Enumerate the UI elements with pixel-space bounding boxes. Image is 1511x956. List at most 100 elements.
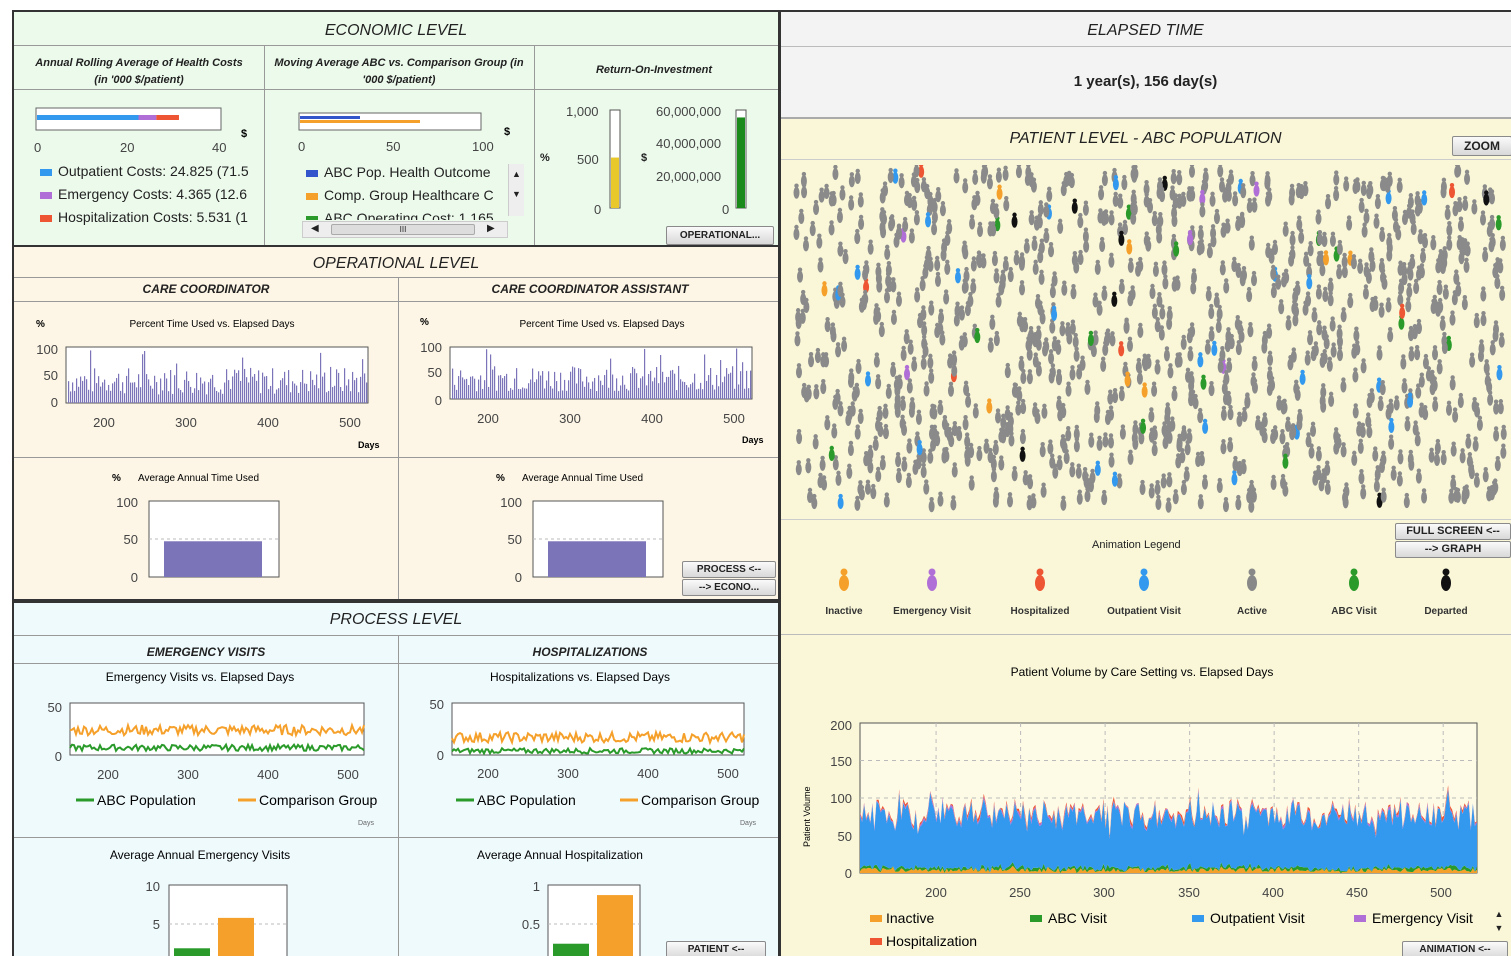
patient-icon (1251, 378, 1258, 394)
patient-icon (943, 289, 950, 305)
patient-icon (1290, 423, 1297, 439)
graph-button[interactable]: --> GRAPH (1395, 541, 1511, 558)
patient-icon (1162, 274, 1169, 290)
process-button[interactable]: PROCESS <-- (682, 561, 776, 578)
patient-icon (951, 420, 958, 437)
patient-icon (834, 388, 841, 405)
patient-icon (867, 444, 874, 461)
scroll-left-icon[interactable]: ◀ (311, 223, 319, 234)
patient-icon (1459, 448, 1466, 464)
time-bar (742, 362, 744, 399)
time-bar (480, 375, 482, 399)
time-bar (244, 368, 246, 403)
patient-icon (1316, 230, 1323, 246)
time-bar (234, 369, 236, 403)
patient-icon (1463, 484, 1470, 500)
patient-icon (1096, 435, 1103, 451)
time-bar (592, 381, 594, 399)
patient-icon (1488, 236, 1495, 253)
time-bar (278, 388, 280, 403)
patient-icon (1032, 332, 1039, 348)
patient-icon (1294, 280, 1301, 296)
patient-icon (1323, 334, 1330, 350)
animation-button[interactable]: ANIMATION <-- (1402, 941, 1508, 956)
econo-button[interactable]: --> ECONO... (682, 579, 776, 596)
patient-icon (837, 401, 844, 417)
hospitalization-cost-bar (156, 115, 179, 120)
patient-icon (1131, 167, 1138, 183)
patient-icon (1318, 476, 1325, 492)
time-bar (162, 390, 164, 403)
full-screen-button[interactable]: FULL SCREEN <-- (1395, 523, 1511, 540)
patient-icon (879, 207, 886, 223)
time-bar (290, 392, 292, 403)
patient-icon (1440, 177, 1447, 193)
col2-vertical-scrollbar[interactable]: ▲ ▼ (508, 164, 524, 216)
svg-text:400: 400 (257, 415, 279, 430)
scroll-right-icon[interactable]: ▶ (487, 223, 495, 234)
patient-icon (1172, 489, 1179, 505)
time-bar (628, 390, 630, 399)
patient-icon (1282, 221, 1289, 237)
patient-title: PATIENT LEVEL - ABC POPULATION (1009, 130, 1282, 147)
time-bar (128, 368, 130, 403)
patient-icon (1042, 341, 1049, 357)
patient-icon (969, 214, 976, 230)
patient-icon (1022, 317, 1029, 333)
svg-text:400: 400 (1262, 885, 1284, 900)
patient-icon (914, 287, 921, 303)
time-bar (630, 373, 632, 399)
time-bar (246, 377, 248, 403)
zoom-button[interactable]: ZOOM (1452, 136, 1511, 156)
patient-animation-area[interactable] (790, 165, 1511, 513)
col2-horizontal-scrollbar[interactable]: ◀ III ▶ (302, 221, 508, 238)
hosp-avg-comparison-bar (597, 895, 633, 956)
svg-text:ABC Population: ABC Population (97, 792, 196, 808)
ev-avg-comparison-bar (218, 917, 254, 956)
time-bar (718, 386, 720, 399)
time-bar (96, 383, 98, 403)
patient-icon (1440, 449, 1447, 466)
volume-legend-scroll[interactable]: ▲ ▼ (1494, 909, 1504, 933)
patient-icon (1238, 327, 1245, 343)
patient-icon (1240, 459, 1247, 475)
patient-icon (1290, 347, 1297, 363)
svg-text:Patient Volume: Patient Volume (802, 786, 812, 847)
legend-label: Inactive (825, 606, 863, 617)
time-bar (346, 385, 348, 403)
time-bar (502, 378, 504, 399)
svg-text:400: 400 (641, 411, 663, 426)
time-bar (356, 377, 358, 403)
patient-icon (1019, 252, 1026, 268)
time-bar (260, 393, 262, 403)
time-bar (154, 375, 156, 403)
patient-icon (1322, 286, 1329, 302)
patient-icon (857, 192, 864, 208)
ev-abc-line (69, 742, 365, 754)
patient-button[interactable]: PATIENT <-- (666, 941, 766, 956)
patient-icon (837, 281, 844, 297)
patient-icon (1422, 353, 1429, 370)
patient-icon (1121, 219, 1128, 235)
patient-icon (1220, 222, 1227, 238)
patient-icon (908, 228, 915, 244)
time-bar (360, 376, 362, 403)
time-bar (84, 376, 86, 403)
time-bar (620, 385, 622, 399)
patient-icon (1069, 365, 1076, 381)
time-bar (596, 391, 598, 399)
patient-icon (1359, 422, 1366, 438)
scroll-thumb[interactable]: III (331, 224, 475, 235)
patient-icon (875, 307, 882, 323)
time-bar (144, 351, 146, 403)
time-bar (336, 369, 338, 403)
patient-icon (1248, 235, 1255, 251)
patient-icon (1404, 416, 1411, 432)
patient-icon (1285, 315, 1292, 331)
patient-icon (1374, 193, 1381, 210)
patient-icon (989, 314, 996, 330)
time-bar (242, 357, 244, 403)
patient-icon (901, 420, 908, 436)
operational-button[interactable]: OPERATIONAL... (666, 226, 774, 245)
patient-icon (1292, 311, 1299, 327)
